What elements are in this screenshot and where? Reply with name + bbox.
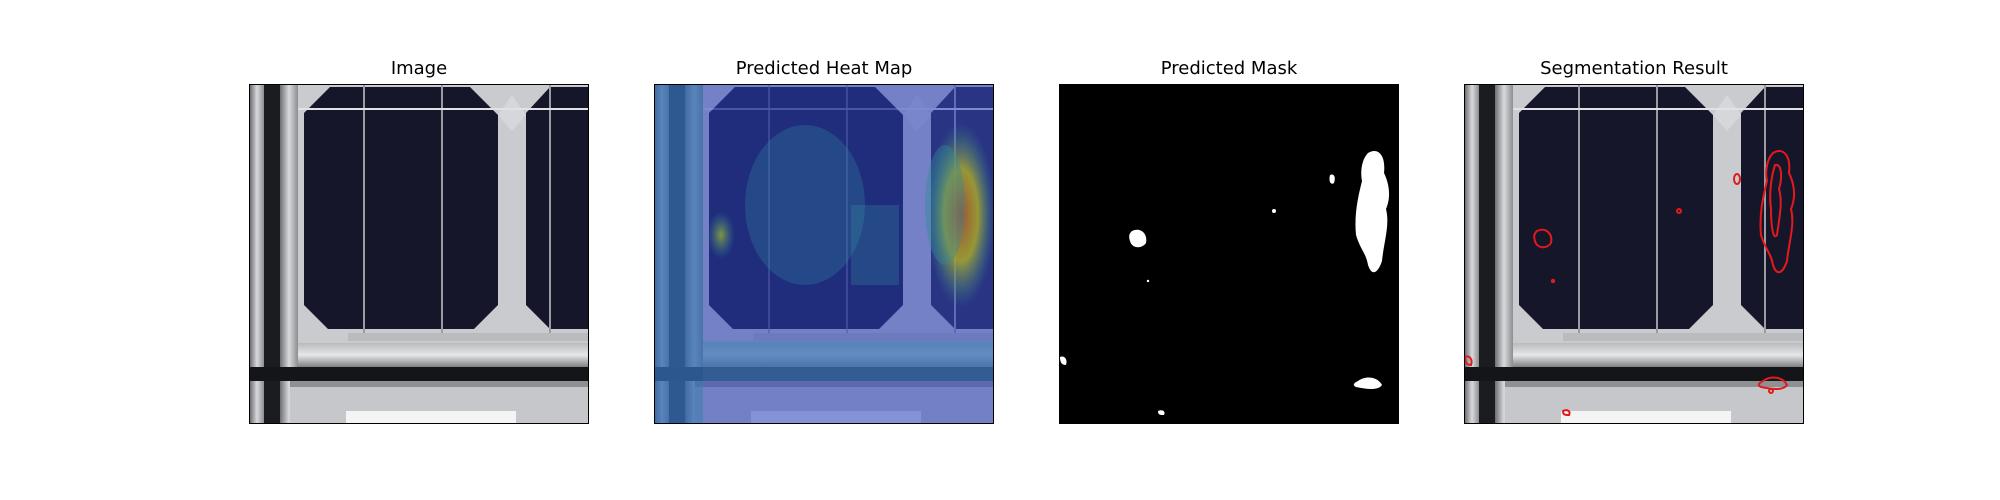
binary-mask (1059, 84, 1399, 424)
panel-title-segmentation: Segmentation Result (1540, 58, 1728, 79)
heat-map-overlay (654, 84, 994, 424)
image-panel: Image (249, 0, 589, 500)
solar-cell-photo (249, 84, 589, 424)
mask-panel: Predicted Mask (1059, 0, 1399, 500)
panel-title-mask: Predicted Mask (1160, 58, 1298, 79)
heat-map-panel: Predicted Heat Map (654, 0, 994, 500)
panel-title-image: Image (390, 58, 448, 79)
panel-title-heat-map: Predicted Heat Map (735, 58, 913, 79)
segmentation-overlay (1464, 84, 1804, 424)
segmentation-panel: Segmentation Result (1464, 0, 1804, 500)
